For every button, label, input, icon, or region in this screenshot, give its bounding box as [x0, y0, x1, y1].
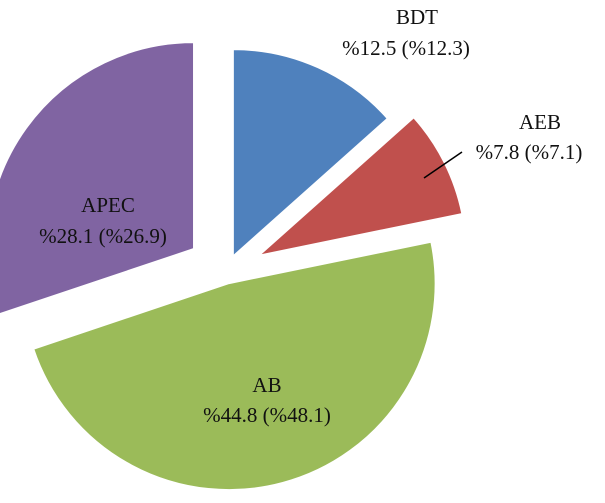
slice-label-aeb-value: %7.8 (%7.1)	[476, 140, 583, 164]
pie-slice-ab	[33, 241, 436, 491]
pie-slice-bdt	[232, 49, 388, 257]
slice-label-ab-value: %44.8 (%48.1)	[203, 403, 331, 427]
pie-slices	[0, 42, 463, 491]
slice-label-aeb-name: AEB	[519, 110, 561, 134]
aeb-leader-line	[423, 151, 463, 179]
slice-label-ab-name: AB	[252, 373, 281, 397]
slice-label-apec-value: %28.1 (%26.9)	[39, 224, 167, 248]
pie-slice-apec	[0, 42, 195, 315]
slice-label-bdt-name: BDT	[396, 5, 438, 29]
slice-label-apec-name: APEC	[81, 193, 135, 217]
slice-label-bdt-value: %12.5 (%12.3)	[342, 36, 470, 60]
pie-slice-aeb	[258, 117, 463, 256]
